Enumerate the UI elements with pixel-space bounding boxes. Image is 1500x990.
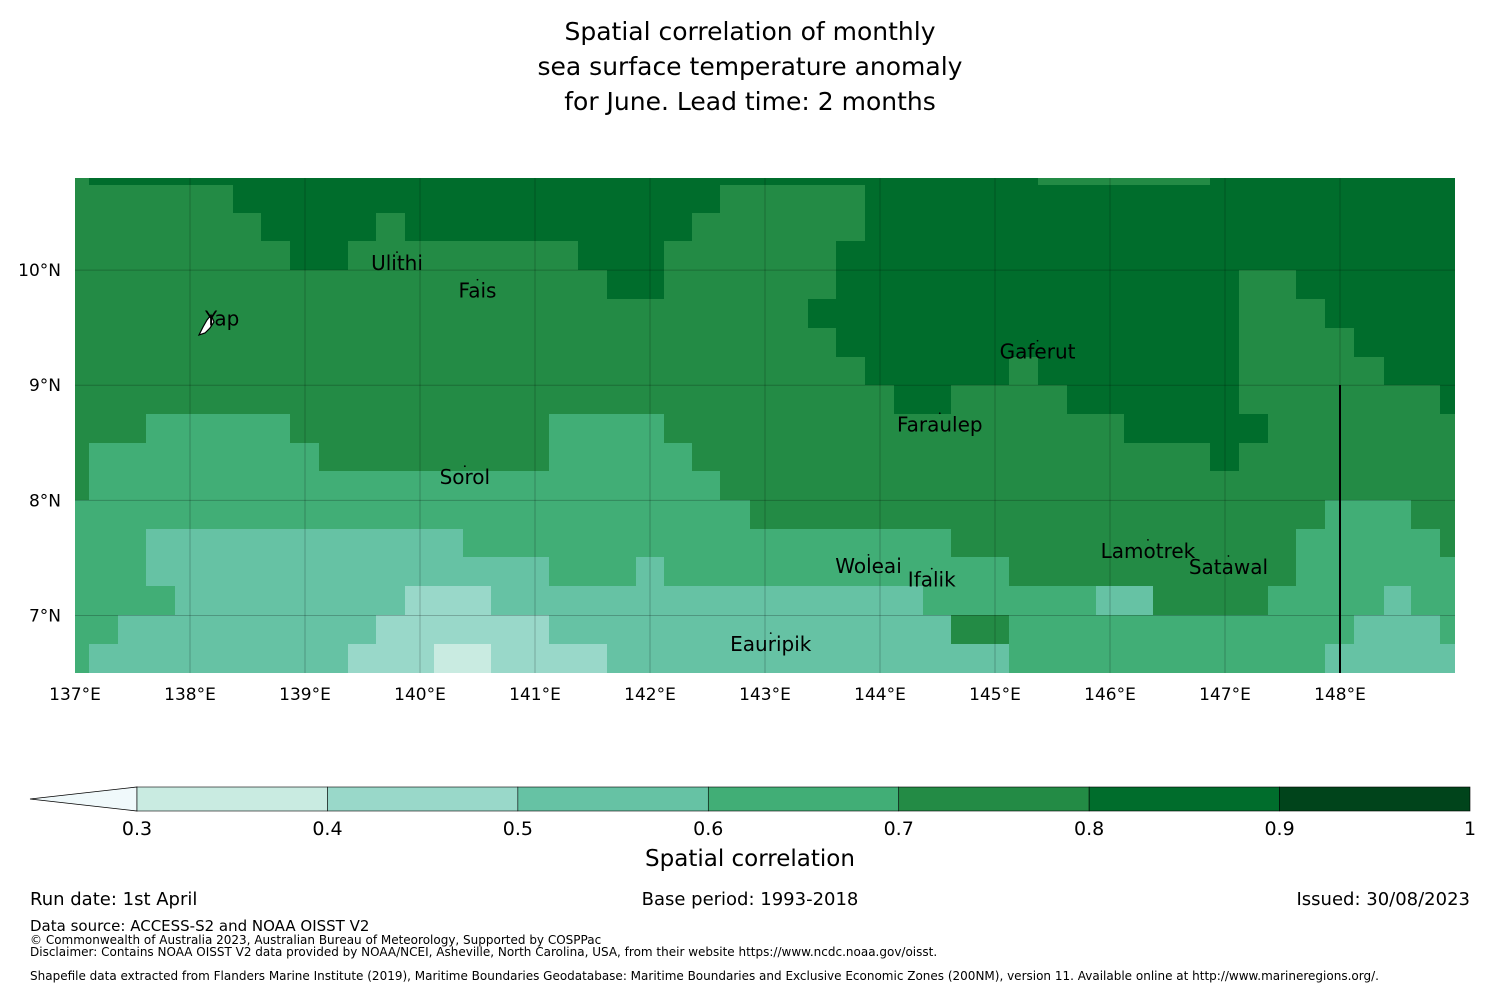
colorbar-tick-label: 0.7 [884, 818, 914, 840]
colorbar-tick-label: 1 [1464, 818, 1476, 840]
colorbar-under-arrow [29, 786, 138, 812]
x-tick-label: 137°E [49, 685, 101, 705]
title-line-3: for June. Lead time: 2 months [564, 87, 936, 116]
island-dot [396, 251, 398, 253]
y-tick-label: 9°N [29, 376, 61, 396]
x-tick-label: 140°E [394, 685, 446, 705]
title-line-2: sea surface temperature anomaly [537, 52, 963, 81]
correlation-region [1009, 357, 1038, 385]
island-dot [930, 567, 933, 570]
disclaimer-note: Disclaimer: Contains NOAA OISST V2 data … [30, 945, 938, 959]
place-label: Woleai [835, 554, 902, 578]
x-tick-label: 144°E [854, 685, 906, 705]
x-tick-label: 146°E [1084, 685, 1136, 705]
place-label: Faraulep [897, 412, 983, 436]
x-tick-label: 139°E [279, 685, 331, 705]
colorbar-segment [1279, 786, 1471, 812]
place-label: Lamotrek [1101, 539, 1196, 563]
colorbar-segment [1088, 786, 1280, 812]
island-dot [1227, 555, 1230, 557]
y-tick-label: 8°N [29, 491, 61, 511]
colorbar-segment [136, 786, 328, 812]
base-period: Base period: 1993-2018 [641, 889, 859, 910]
chart-title: Spatial correlation of monthly sea surfa… [0, 14, 1500, 119]
island-markers [197, 251, 1230, 635]
copyright-note: © Commonwealth of Australia 2023, Austra… [30, 933, 602, 947]
correlation-region [1384, 586, 1411, 615]
island-dot [1036, 339, 1039, 342]
correlation-region [89, 178, 1455, 471]
place-labels: Ulithi Fais Yap Gaferut Faraulep Sorol Woleai L… [204, 251, 1268, 656]
x-tick-label: 147°E [1199, 685, 1251, 705]
data-source: Data source: ACCESS-S2 and NOAA OISST V2 [30, 917, 370, 935]
place-label: Ulithi [371, 251, 423, 275]
colorbar-segment [517, 786, 709, 812]
place-label: Ifalik [908, 568, 956, 592]
issued-date: Issued: 30/08/2023 [1296, 889, 1470, 910]
place-label: Sorol [440, 465, 491, 489]
correlation-region [89, 529, 1009, 673]
yap-island-shape [197, 313, 215, 337]
x-axis-ticks: 137°E 138°E 139°E 140°E 141°E 142°E 143°E 144°E… [49, 685, 1366, 705]
x-tick-label: 142°E [624, 685, 676, 705]
graticule [75, 178, 1455, 673]
place-label: Satawal [1189, 555, 1268, 579]
island-dot [476, 278, 479, 281]
x-tick-label: 138°E [164, 685, 216, 705]
title-line-1: Spatial correlation of monthly [564, 17, 936, 46]
x-tick-label: 143°E [739, 685, 791, 705]
island-dot [463, 465, 466, 468]
shapefile-note: Shapefile data extracted from Flanders M… [30, 969, 1379, 983]
island-dot [769, 632, 772, 635]
correlation-region [348, 586, 607, 673]
colorbar-tick-label: 0.6 [693, 818, 723, 840]
correlation-grid [75, 178, 1455, 673]
place-label: Fais [459, 279, 497, 303]
place-label: Eauripik [730, 632, 812, 656]
correlation-region [1038, 178, 1210, 185]
x-tick-label: 141°E [509, 685, 561, 705]
colorbar-tick-label: 0.8 [1074, 818, 1104, 840]
island-dot [938, 412, 941, 415]
colorbar-tick-label: 0.4 [312, 818, 342, 840]
y-axis-ticks: 10°N 9°N 8°N 7°N [18, 261, 61, 626]
colorbar-tick-label: 0.3 [122, 818, 152, 840]
colorbar-tick-label: 0.9 [1264, 818, 1294, 840]
colorbar-label: Spatial correlation [645, 846, 855, 872]
colorbar: 0.3 0.4 0.5 0.6 0.7 0.8 0.9 1 [29, 786, 1476, 840]
place-label: Yap [204, 306, 239, 330]
x-tick-label: 145°E [969, 685, 1021, 705]
correlation-region [1009, 500, 1455, 673]
colorbar-tick-label: 0.5 [503, 818, 533, 840]
colorbar-segment [707, 786, 900, 812]
correlation-region [434, 644, 491, 673]
x-tick-label: 148°E [1314, 685, 1366, 705]
place-label: Gaferut [1000, 340, 1076, 364]
y-tick-label: 10°N [18, 261, 61, 281]
colorbar-segment [898, 786, 1090, 812]
colorbar-segment [327, 786, 519, 812]
y-tick-label: 7°N [29, 606, 61, 626]
island-dot [1147, 538, 1149, 541]
island-dot [867, 553, 870, 556]
run-date: Run date: 1st April [30, 889, 198, 910]
correlation-region [1096, 586, 1153, 615]
correlation-region [1325, 615, 1455, 673]
